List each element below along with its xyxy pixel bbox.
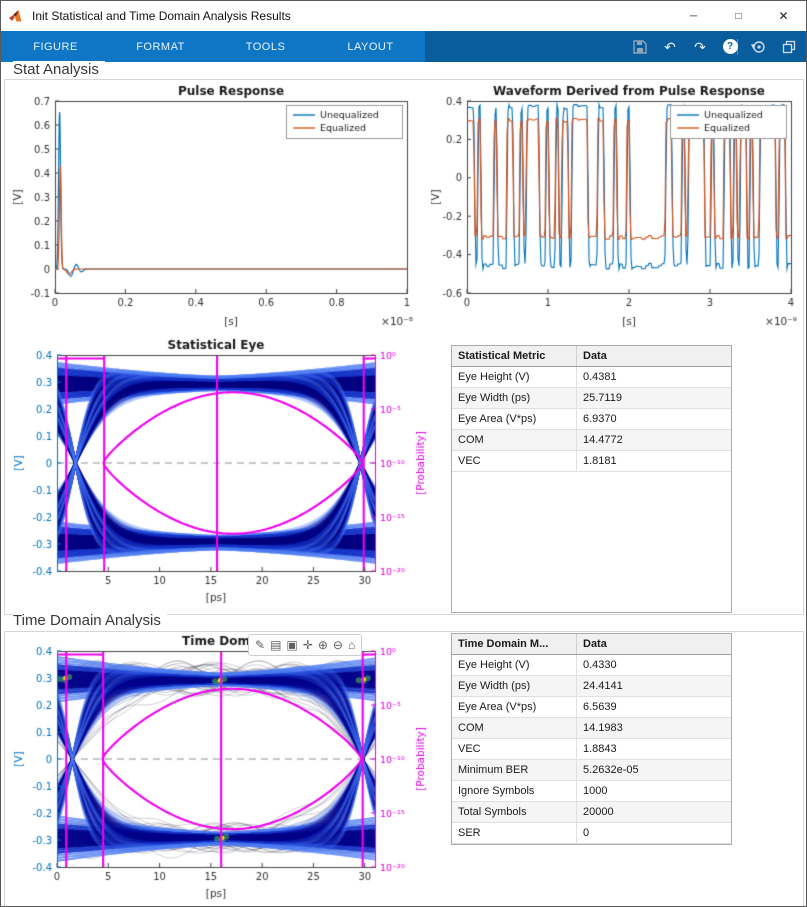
tab-tools[interactable]: TOOLS [245,40,286,53]
undo-icon[interactable]: ↶ [664,38,676,55]
ribbon-far-icons [737,31,798,62]
table-row[interactable]: COM 14.1983 [452,717,731,739]
metric-name-cell[interactable]: VEC [452,738,577,760]
metric-name-cell[interactable]: Ignore Symbols [452,780,577,802]
stat-metrics-table: Statistical Metric Data Eye Height (V) 0.43… [451,345,732,613]
table-row[interactable]: Eye Area (V*ps) 6.9370 [452,408,731,430]
pulse-response-chart[interactable] [9,83,421,333]
metric-value-cell[interactable]: 14.1983 [576,717,731,739]
metric-value-cell[interactable]: 6.9370 [576,408,731,430]
table-row[interactable]: Eye Width (ps) 25.7119 [452,387,731,409]
edit-plot-icon[interactable]: ✎ [255,638,266,652]
maximize-button[interactable]: □ [716,1,761,31]
window-title: Init Statistical and Time Domain Analysi… [32,9,291,23]
metric-value-cell[interactable]: 20000 [576,801,731,823]
table-row[interactable]: Eye Width (ps) 24.4141 [452,675,731,697]
ribbon-separator [737,38,738,55]
quick-access-bar: ↶ ↷ ? ▾ [631,31,756,62]
table-row[interactable]: Eye Area (V*ps) 6.5639 [452,696,731,718]
metric-value-cell[interactable]: 25.7119 [576,387,731,409]
time-domain-section-title: Time Domain Analysis [13,612,167,629]
metric-name-cell[interactable]: SER [452,822,577,844]
table-row[interactable]: Eye Height (V) 0.4381 [452,366,731,388]
metric-value-cell[interactable]: 0 [576,822,731,844]
metric-value-cell[interactable]: 1.8843 [576,738,731,760]
close-button[interactable]: ✕ [761,1,806,31]
metric-name-cell[interactable]: COM [452,429,577,451]
metric-value-cell[interactable]: 5.2632e-05 [576,759,731,781]
window-controls: ─ □ ✕ [671,1,806,31]
waveform-chart[interactable] [427,83,803,333]
metric-name-cell[interactable]: Minimum BER [452,759,577,781]
overlapping-windows-icon[interactable] [780,38,798,56]
table-row[interactable]: Eye Height (V) 0.4330 [452,654,731,676]
redo-icon[interactable]: ↷ [694,38,706,55]
column-header: Data [576,346,731,367]
time-domain-eye-chart[interactable] [9,633,433,905]
table-row[interactable]: Minimum BER 5.2632e-05 [452,759,731,781]
zoom-out-icon[interactable]: ⊖ [332,638,343,652]
metric-name-cell[interactable]: Eye Width (ps) [452,675,577,697]
column-header: Time Domain M... [452,634,577,655]
tab-figure[interactable]: FIGURE [33,40,78,53]
metric-value-cell[interactable]: 0.4330 [576,654,731,676]
help-dropdown-caret-icon[interactable]: ▾ [751,41,756,51]
table-row[interactable]: VEC 1.8843 [452,738,731,760]
column-header: Statistical Metric [452,346,577,367]
metric-value-cell[interactable]: 6.5639 [576,696,731,718]
column-header: Data [576,634,731,655]
time-domain-panel [4,631,804,906]
ribbon-toolstrip: FIGURE FORMAT TOOLS LAYOUT ↶ ↷ ? ▾ [1,31,806,62]
metric-value-cell[interactable]: 1000 [576,780,731,802]
zoom-in-icon[interactable]: ⊕ [317,638,328,652]
stat-analysis-section-title: Stat Analysis [13,61,105,78]
table-row[interactable]: VEC 1.8181 [452,450,731,472]
tab-format[interactable]: FORMAT [136,40,185,53]
export-icon[interactable]: ▤ [270,638,282,652]
matlab-icon [8,8,24,24]
data-tips-icon[interactable]: ▣ [286,638,298,652]
metric-name-cell[interactable]: VEC [452,450,577,472]
metric-name-cell[interactable]: Eye Area (V*ps) [452,696,577,718]
axes-toolbar: ✎ ▤ ▣ ✛ ⊕ ⊖ ⌂ [248,634,363,656]
ribbon-tabs: FIGURE FORMAT TOOLS LAYOUT [3,31,423,62]
time-metrics-table: Time Domain M... Data Eye Height (V) 0.4330… [451,633,732,845]
metric-value-cell[interactable]: 24.4141 [576,675,731,697]
table-row[interactable]: COM 14.4772 [452,429,731,451]
metric-name-cell[interactable]: COM [452,717,577,739]
title-bar: Init Statistical and Time Domain Analysi… [1,1,806,31]
minimize-button[interactable]: ─ [671,1,716,31]
restore-view-icon[interactable]: ⌂ [347,638,356,652]
metric-value-cell[interactable]: 14.4772 [576,429,731,451]
table-row[interactable]: Ignore Symbols 1000 [452,780,731,802]
metric-name-cell[interactable]: Eye Height (V) [452,366,577,388]
help-icon[interactable]: ? [721,38,739,56]
metric-name-cell[interactable]: Eye Height (V) [452,654,577,676]
tab-layout[interactable]: LAYOUT [347,40,394,53]
metric-value-cell[interactable]: 1.8181 [576,450,731,472]
statistical-eye-chart[interactable] [9,337,433,609]
metric-value-cell[interactable]: 0.4381 [576,366,731,388]
save-icon[interactable] [631,38,649,56]
metric-name-cell[interactable]: Eye Width (ps) [452,387,577,409]
ring-icon[interactable] [750,38,768,56]
metric-name-cell[interactable]: Total Symbols [452,801,577,823]
stat-analysis-panel [4,79,804,615]
metric-name-cell[interactable]: Eye Area (V*ps) [452,408,577,430]
table-row[interactable]: SER 0 [452,822,731,844]
pan-icon[interactable]: ✛ [302,638,313,652]
table-row[interactable]: Total Symbols 20000 [452,801,731,823]
